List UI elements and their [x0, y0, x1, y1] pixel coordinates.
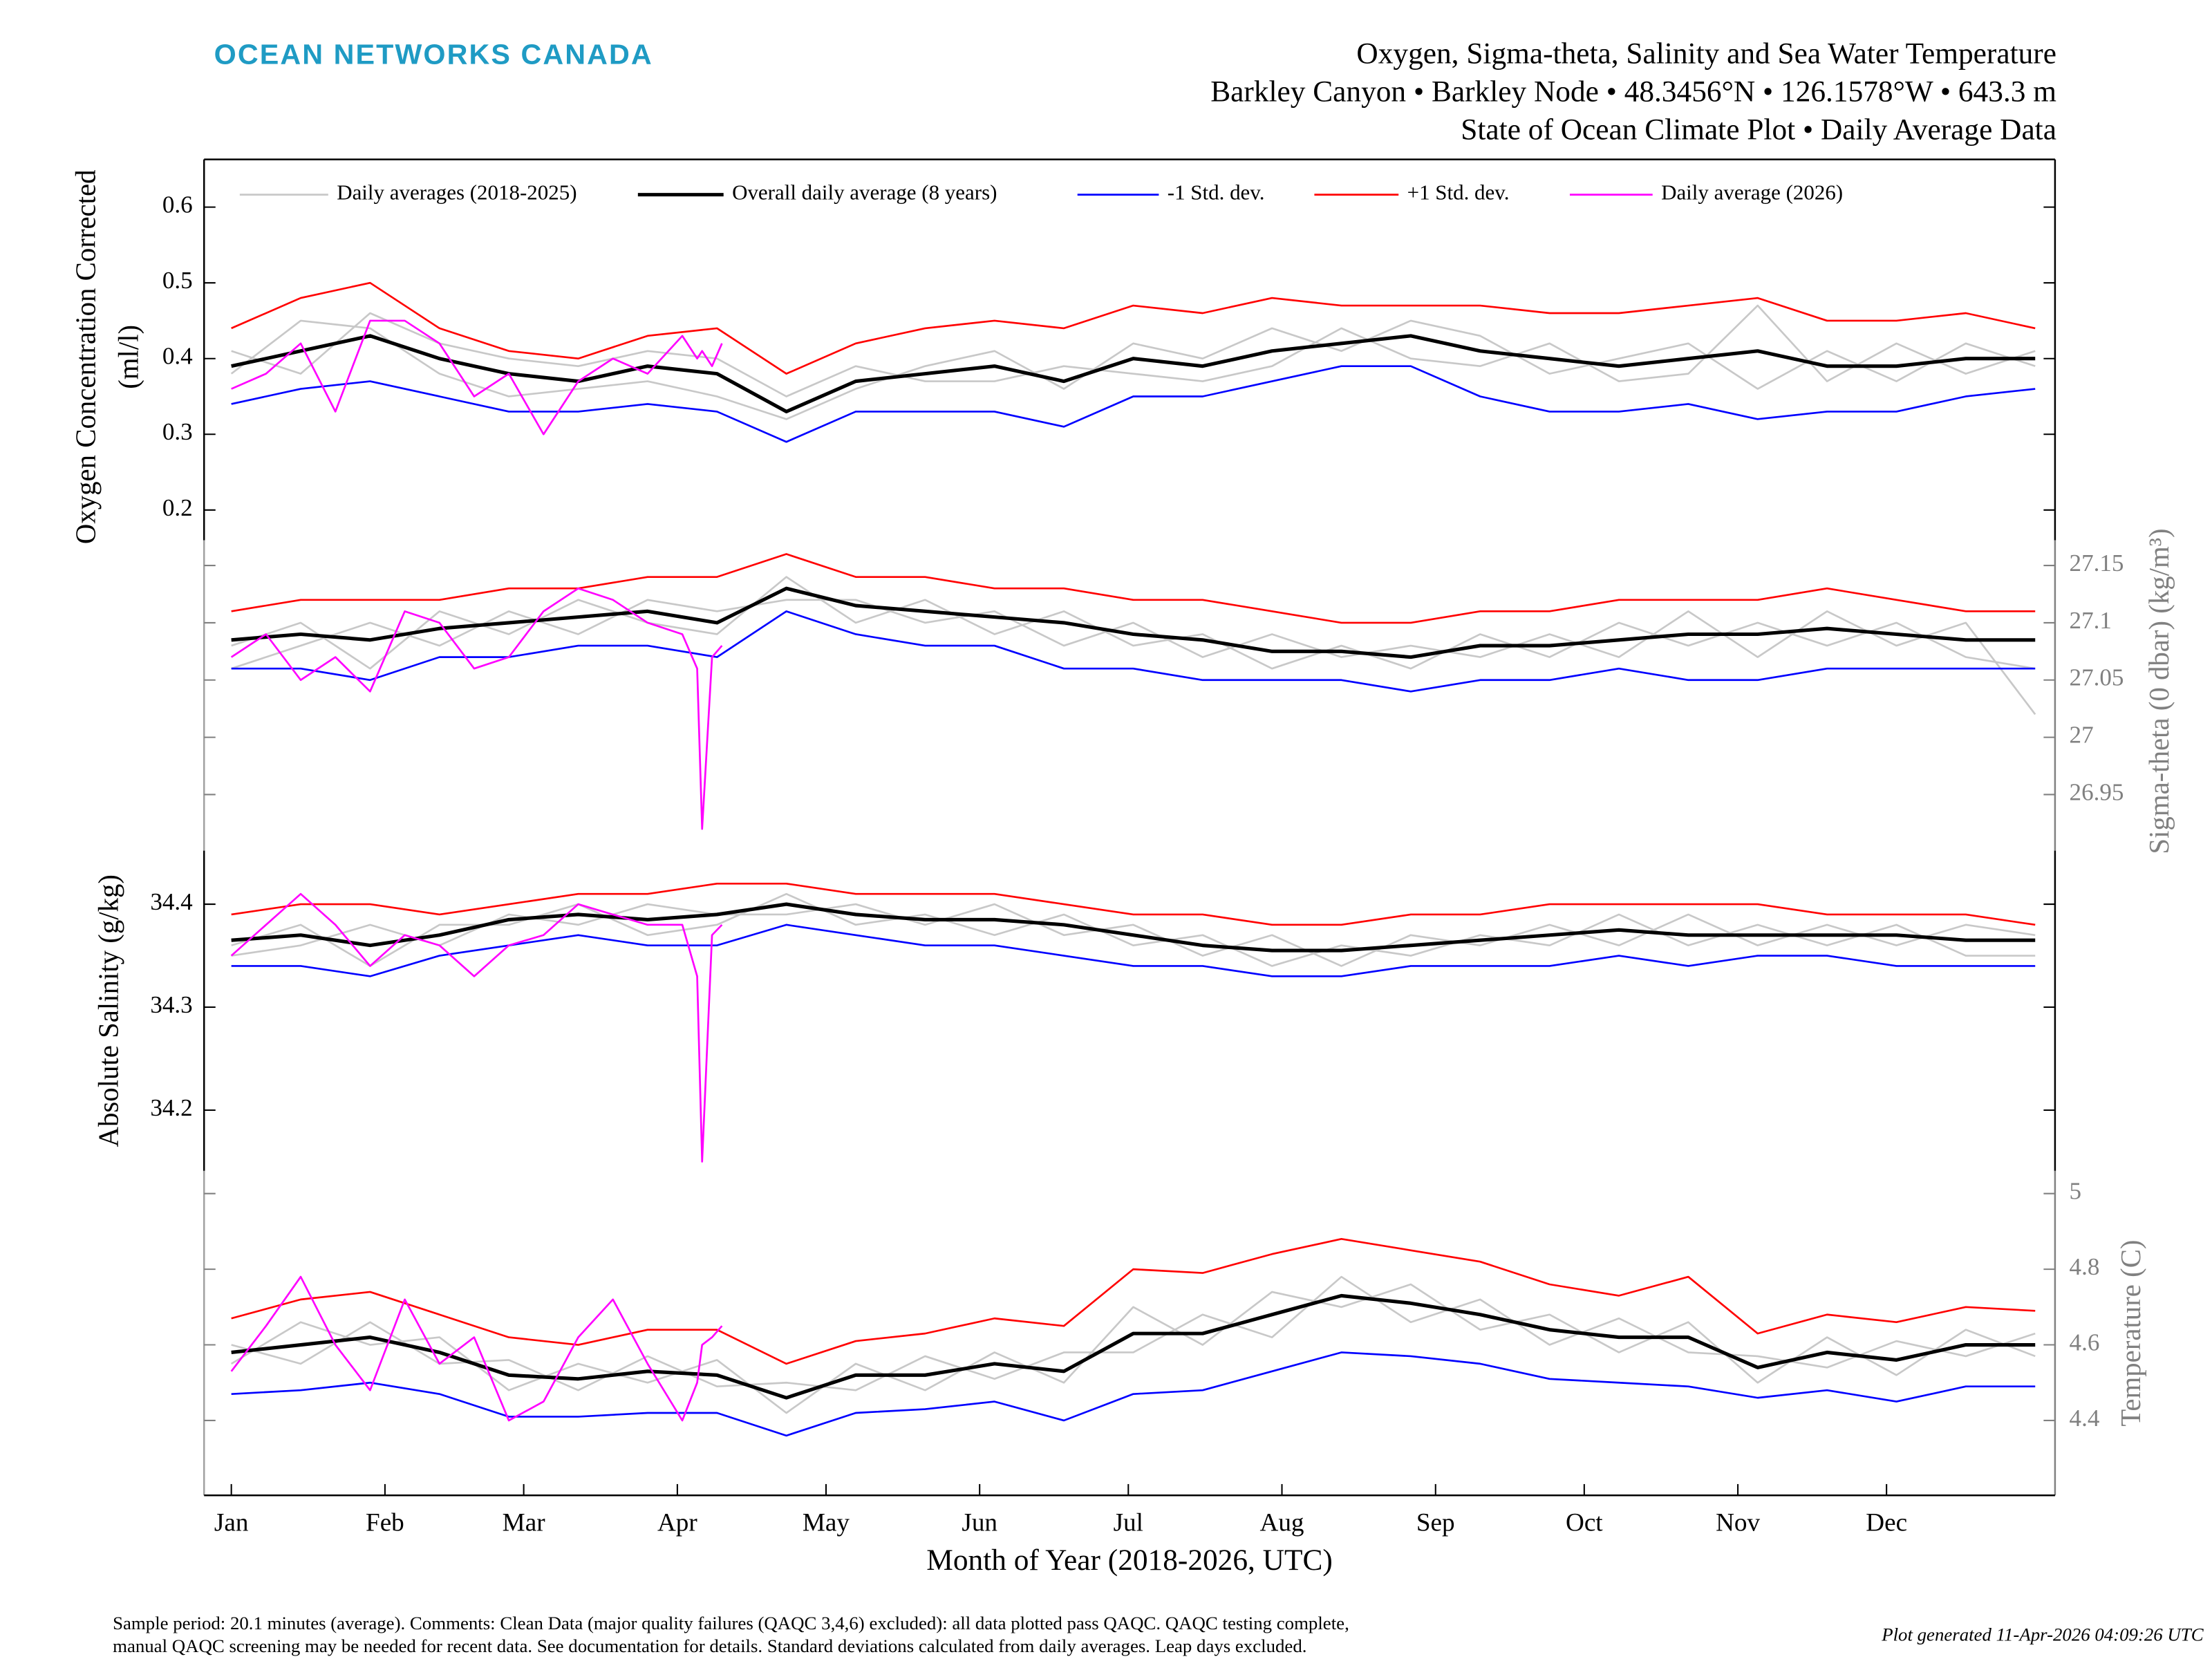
y-tick-label: 0.2: [162, 494, 193, 521]
data-line: [231, 902, 2036, 953]
data-line: [231, 334, 2036, 413]
legend-label: +1 Std. dev.: [1407, 181, 1510, 205]
chart-subtitle: State of Ocean Climate Plot • Daily Aver…: [1461, 114, 2056, 147]
data-line: [230, 319, 2036, 420]
data-line: [231, 553, 2036, 624]
y-tick-label: 34.4: [150, 888, 192, 915]
y-axis-title: Temperature (C): [2115, 1239, 2146, 1426]
x-tick-label: Feb: [366, 1508, 404, 1537]
chart-title: Oxygen, Sigma-theta, Salinity and Sea Wa…: [1356, 38, 2056, 71]
footnote: manual QAQC screening may be needed for …: [113, 1635, 1306, 1656]
data-line: [230, 1283, 2036, 1414]
data-line: [231, 576, 2036, 670]
x-tick-label: Sep: [1416, 1508, 1455, 1537]
y-tick-label: 4.4: [2070, 1405, 2100, 1432]
y-tick-label: 27.05: [2070, 664, 2124, 691]
data-line: [231, 610, 2036, 693]
legend-label: Daily average (2026): [1661, 181, 1843, 205]
x-axis-title: Month of Year (2018-2026, UTC): [926, 1544, 1332, 1577]
y-tick-label: 4.8: [2070, 1253, 2100, 1280]
data-line: [231, 319, 723, 435]
data-line: [231, 304, 2036, 397]
x-tick-label: Jul: [1114, 1508, 1143, 1537]
legend-label: Overall daily average (8 years): [732, 181, 997, 205]
legend-label: Daily averages (2018-2025): [337, 181, 577, 205]
legend-label: -1 Std. dev.: [1168, 181, 1265, 205]
y-tick-label: 0.6: [162, 191, 193, 218]
x-tick-label: May: [803, 1508, 850, 1537]
y-axis-title: Sigma-theta (0 dbar) (kg/m³): [2143, 528, 2175, 854]
y-axis-title: (ml/l): [112, 325, 144, 389]
y-tick-label: 4.6: [2070, 1329, 2100, 1356]
y-tick-label: 34.3: [150, 991, 192, 1018]
data-line: [231, 1351, 2036, 1437]
y-axis-title: Absolute Salinity (g/kg): [92, 874, 124, 1147]
data-line: [231, 924, 2036, 977]
data-line: [231, 882, 2036, 926]
y-tick-label: 27: [2070, 722, 2094, 749]
x-tick-label: Jan: [214, 1508, 249, 1537]
x-tick-label: Aug: [1260, 1508, 1304, 1537]
y-tick-label: 5: [2070, 1178, 2082, 1205]
x-tick-label: Apr: [657, 1508, 697, 1537]
y-tick-label: 27.15: [2070, 550, 2124, 577]
data-line: [230, 1275, 723, 1422]
x-tick-label: Dec: [1866, 1508, 1907, 1537]
data-line: [231, 1293, 2036, 1400]
y-tick-label: 0.5: [162, 267, 193, 294]
y-tick-label: 0.4: [162, 343, 193, 370]
data-line: [231, 599, 2036, 715]
x-tick-label: Jun: [962, 1508, 997, 1537]
x-tick-label: Oct: [1566, 1508, 1603, 1537]
data-line: [231, 365, 2036, 443]
footnote: Sample period: 20.1 minutes (average). C…: [113, 1613, 1349, 1633]
data-line: [230, 892, 723, 1163]
x-tick-label: Mar: [503, 1508, 545, 1537]
data-line: [231, 281, 2036, 375]
y-tick-label: 26.95: [2070, 779, 2124, 806]
y-tick-label: 34.2: [150, 1094, 192, 1121]
data-line: [231, 1238, 2036, 1365]
chart-subtitle: Barkley Canyon • Barkley Node • 48.3456°…: [1210, 76, 2056, 109]
y-tick-label: 27.1: [2070, 607, 2112, 634]
data-line: [231, 586, 2036, 659]
data-line: [231, 1275, 2036, 1391]
logo: OCEAN NETWORKS CANADA: [214, 39, 653, 71]
data-line: [230, 587, 723, 830]
y-axis-title: Oxygen Concentration Corrected: [69, 169, 101, 544]
plot-generated: Plot generated 11-Apr-2026 04:09:26 UTC: [1881, 1624, 2204, 1645]
x-tick-label: Nov: [1716, 1508, 1761, 1537]
y-tick-label: 0.3: [162, 418, 193, 445]
